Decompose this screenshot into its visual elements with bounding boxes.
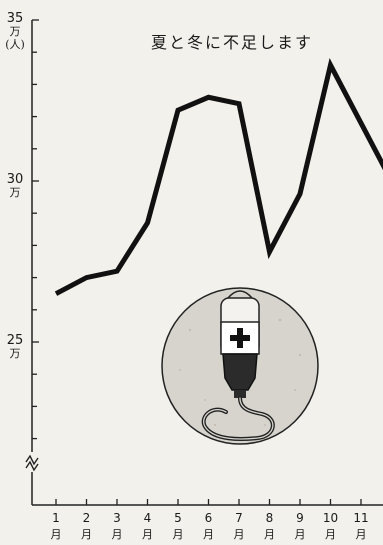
x-tick-label: 6: [205, 511, 213, 525]
x-tick-label: 4: [144, 511, 152, 525]
y-tick-unit: 万: [10, 347, 21, 360]
x-tick-label: 8: [266, 511, 274, 525]
x-tick-label: 11: [353, 511, 368, 525]
y-tick-label: 30: [7, 172, 24, 187]
y-unit-label: 万: [10, 25, 21, 38]
x-tick-unit: 月: [325, 528, 336, 541]
x-tick-unit: 月: [264, 528, 275, 541]
x-tick-unit: 月: [173, 528, 184, 541]
series: [54, 58, 383, 296]
x-tick-label: 9: [296, 511, 304, 525]
x-tick-unit: 月: [356, 528, 367, 541]
x-tick-unit: 月: [295, 528, 306, 541]
x-tick-label: 3: [113, 511, 121, 525]
y-tick-label: 25: [7, 333, 24, 348]
x-tick-unit: 月: [51, 528, 62, 541]
x-tick-label: 10: [323, 511, 338, 525]
series-line: [54, 58, 383, 296]
chart-title: 夏と冬に不足します: [151, 33, 313, 52]
y-tick-label: 35: [7, 11, 24, 26]
x-axis: 1月2月3月4月5月6月7月8月9月10月11月12月: [32, 499, 383, 541]
bag-bottom: [222, 353, 258, 391]
x-tick-unit: 月: [203, 528, 214, 541]
x-tick-unit: 月: [112, 528, 123, 541]
x-tick-label: 2: [83, 511, 91, 525]
x-tick-unit: 月: [234, 528, 245, 541]
y-tick-unit: 万: [10, 186, 21, 199]
x-tick-unit: 月: [81, 528, 92, 541]
x-tick-label: 5: [174, 511, 182, 525]
x-tick-unit: 月: [142, 528, 153, 541]
axis-break-mark: [25, 454, 39, 472]
x-tick-label: 1: [52, 511, 60, 525]
x-tick-label: 7: [235, 511, 243, 525]
y-unit-label-person: (人): [5, 38, 25, 51]
blood-transfusion-bag-icon: [161, 287, 319, 445]
